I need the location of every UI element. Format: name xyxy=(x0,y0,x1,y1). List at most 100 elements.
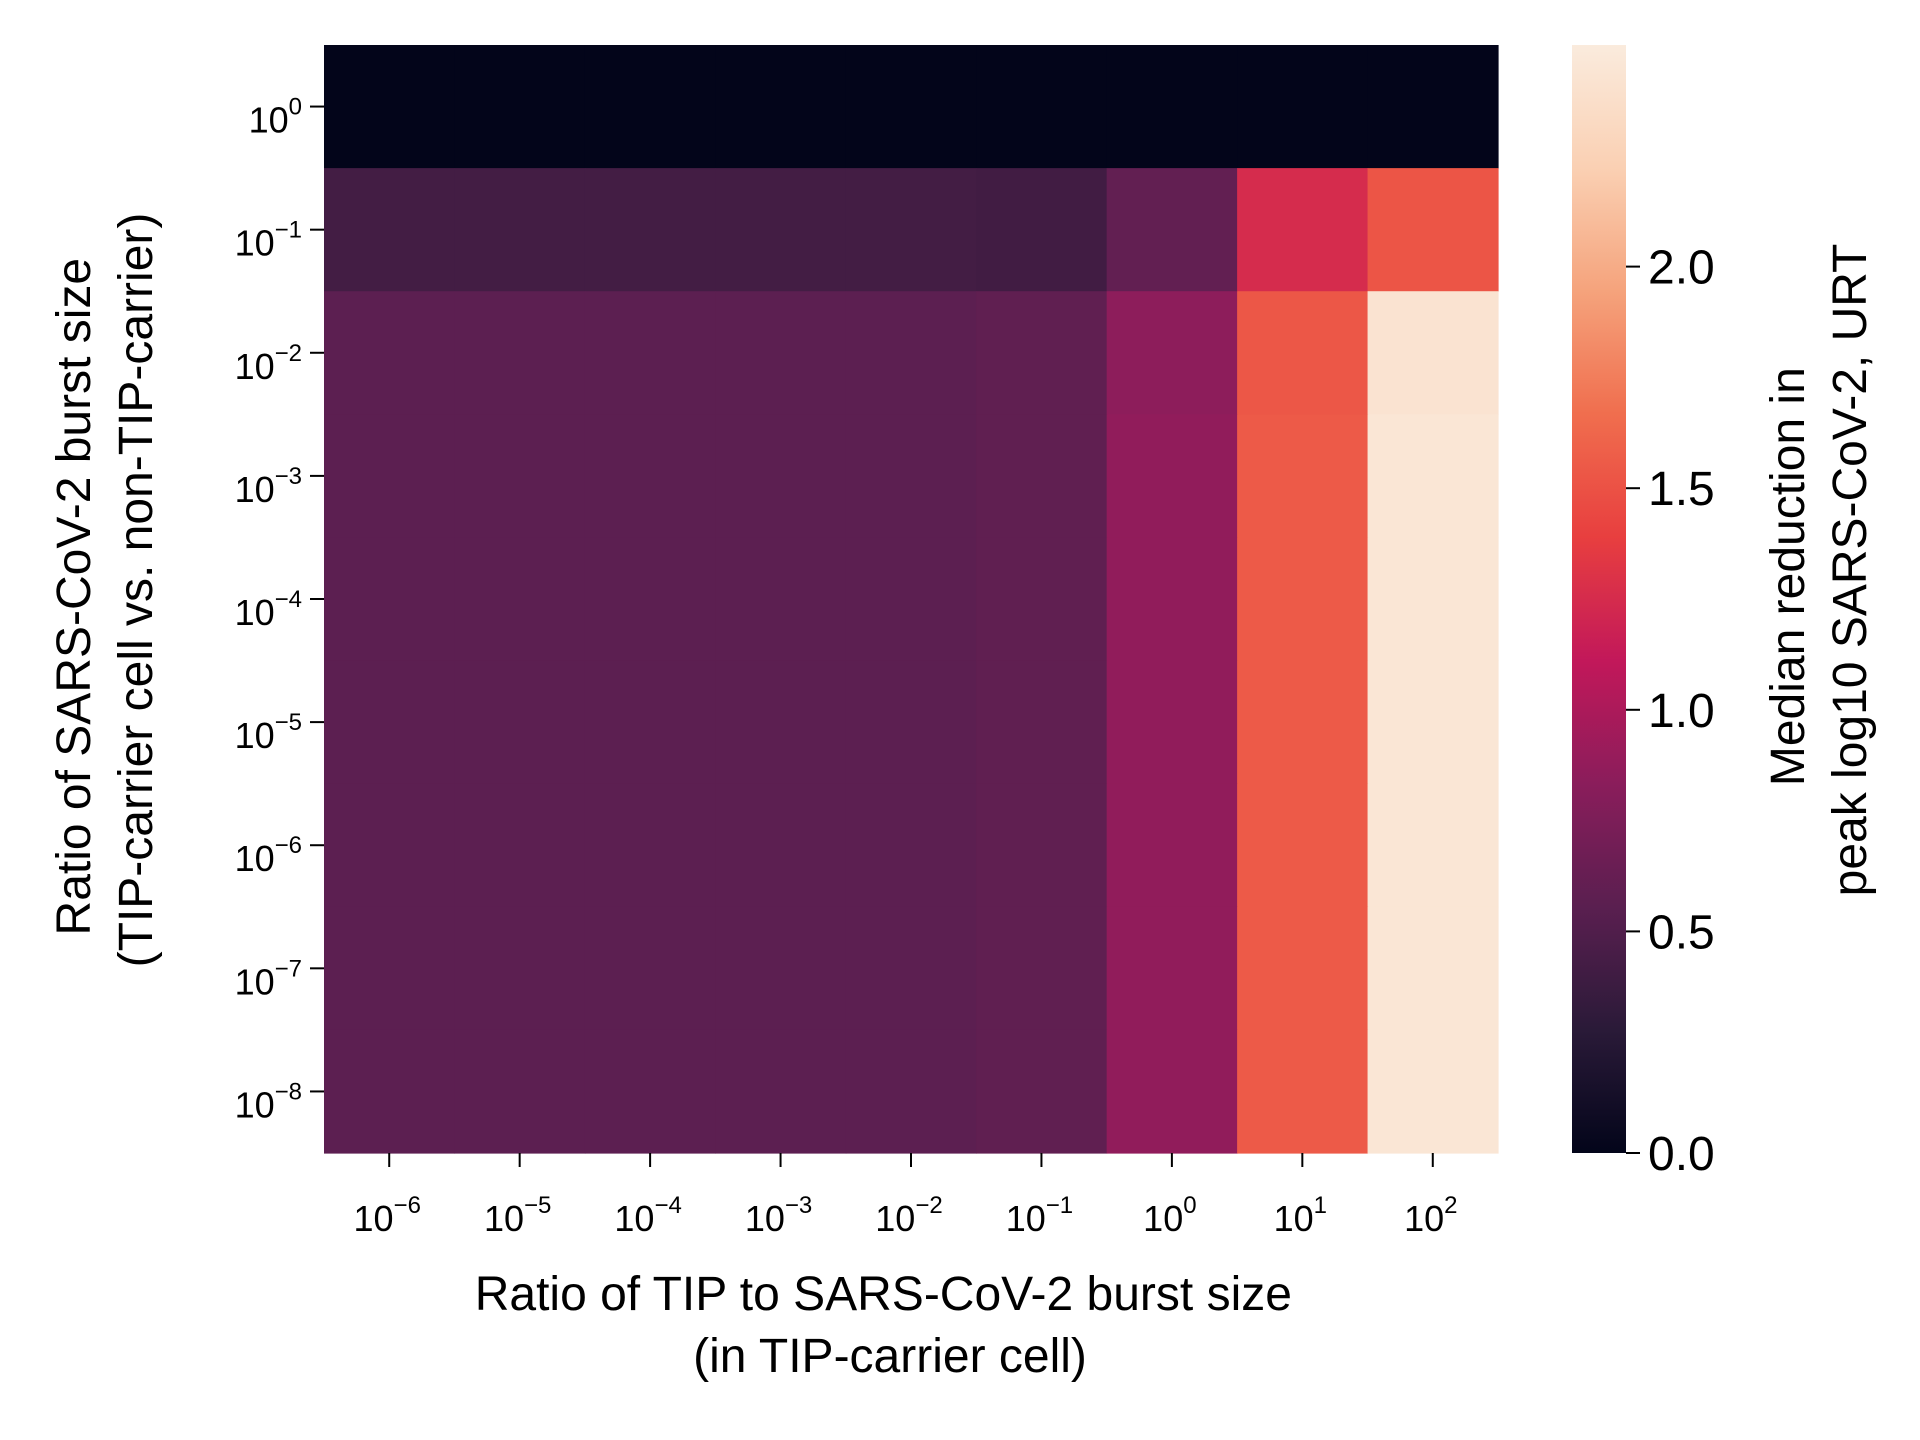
colorbar-tick-label: 2.0 xyxy=(1648,242,1715,295)
heatmap-cell-r7-c0 xyxy=(324,906,456,1031)
heatmap-cell-r4-c5 xyxy=(976,537,1108,662)
x-axis: 10−6 10−5 10−4 10−3 10−2 10−1 100 101 102 xyxy=(354,1153,1457,1239)
x-tick-label: 102 xyxy=(1404,1192,1457,1239)
y-tick-label-base: 10 xyxy=(235,715,275,756)
y-tick-label: 100 xyxy=(249,94,302,141)
y-tick-label-base: 10 xyxy=(235,346,275,387)
heatmap-cell-r8-c1 xyxy=(454,1029,586,1154)
heatmap-cell-r6-c2 xyxy=(584,783,716,908)
y-tick-label-base: 10 xyxy=(235,838,275,879)
y-tick-label: 10−8 xyxy=(235,1078,302,1125)
heatmap-cell-r2-c6 xyxy=(1106,291,1238,415)
heatmap-cell-r2-c8 xyxy=(1367,291,1499,415)
heatmap-cell-r8-c3 xyxy=(715,1029,847,1154)
heatmap-cell-r6-c1 xyxy=(454,783,586,908)
y-tick-label: 10−6 xyxy=(235,832,302,879)
heatmap-cell-r2-c7 xyxy=(1237,291,1369,415)
x-tick-label-base: 10 xyxy=(1143,1198,1183,1239)
heatmap-cell-r8-c7 xyxy=(1237,1029,1369,1154)
heatmap-cell-r3-c0 xyxy=(324,414,456,539)
y-axis-title-line1: Ratio of SARS-CoV-2 burst size xyxy=(48,258,101,936)
x-tick-label-base: 10 xyxy=(875,1198,915,1239)
heatmap-cell-r1-c1 xyxy=(454,168,586,292)
colorbar-tick-label: 1.0 xyxy=(1648,685,1715,738)
heatmap-cell-r5-c0 xyxy=(324,660,456,785)
heatmap-cell-r2-c3 xyxy=(715,291,847,415)
x-tick-label-base: 10 xyxy=(1404,1198,1444,1239)
y-axis-title: Ratio of SARS-CoV-2 burst size (TIP-carr… xyxy=(48,213,163,968)
x-tick-label: 10−5 xyxy=(484,1192,551,1239)
heatmap-cell-r4-c7 xyxy=(1237,537,1369,662)
heatmap-cell-r6-c7 xyxy=(1237,783,1369,908)
heatmap-cell-r4-c4 xyxy=(845,537,977,662)
y-tick-label-exp: −1 xyxy=(275,217,302,244)
x-tick-label-exp: −4 xyxy=(654,1192,681,1219)
heatmap-cell-r8-c0 xyxy=(324,1029,456,1154)
y-tick-label-exp: 0 xyxy=(289,94,302,121)
x-tick-label: 101 xyxy=(1274,1192,1327,1239)
y-tick-label: 10−4 xyxy=(235,586,302,633)
heatmap-cell-r6-c5 xyxy=(976,783,1108,908)
y-tick-label-base: 10 xyxy=(235,223,275,264)
heatmap-cell-r6-c6 xyxy=(1106,783,1238,908)
heatmap-cell-r3-c7 xyxy=(1237,414,1369,539)
heatmap-cells xyxy=(324,45,1499,1154)
heatmap-cell-r0-c7 xyxy=(1237,45,1369,169)
heatmap-cell-r4-c6 xyxy=(1106,537,1238,662)
colorbar-axis: 0.0 0.5 1.0 1.5 2.0 xyxy=(1626,242,1715,1181)
heatmap-cell-r5-c4 xyxy=(845,660,977,785)
heatmap-cell-r5-c5 xyxy=(976,660,1108,785)
y-tick-label-exp: −3 xyxy=(275,463,302,490)
x-tick-label-base: 10 xyxy=(354,1198,394,1239)
heatmap-cell-r1-c7 xyxy=(1237,168,1369,292)
colorbar-title: Median reduction in peak log10 SARS-CoV-… xyxy=(1762,244,1877,897)
x-tick-label-base: 10 xyxy=(614,1198,654,1239)
heatmap-cell-r5-c6 xyxy=(1106,660,1238,785)
x-tick-label-exp: 1 xyxy=(1314,1192,1327,1219)
y-tick-label-exp: −8 xyxy=(275,1078,302,1105)
heatmap-cell-r2-c5 xyxy=(976,291,1108,415)
x-tick-label: 10−2 xyxy=(875,1192,942,1239)
x-tick-label-base: 10 xyxy=(484,1198,524,1239)
heatmap-cell-r0-c4 xyxy=(845,45,977,169)
heatmap-cell-r4-c1 xyxy=(454,537,586,662)
colorbar-title-line1: Median reduction in xyxy=(1762,367,1815,786)
x-axis-title: Ratio of TIP to SARS-CoV-2 burst size (i… xyxy=(475,1268,1306,1383)
heatmap-cell-r2-c1 xyxy=(454,291,586,415)
x-axis-title-line2: (in TIP-carrier cell) xyxy=(693,1330,1087,1383)
y-tick-label-exp: −5 xyxy=(275,709,302,736)
x-tick-label: 10−4 xyxy=(614,1192,681,1239)
x-tick-label-exp: −6 xyxy=(394,1192,421,1219)
heatmap-cell-r4-c3 xyxy=(715,537,847,662)
heatmap-cell-r0-c8 xyxy=(1367,45,1499,169)
colorbar-title-line2: peak log10 SARS-CoV-2, URT xyxy=(1824,244,1877,897)
heatmap-cell-r0-c2 xyxy=(584,45,716,169)
heatmap-cell-r4-c2 xyxy=(584,537,716,662)
x-tick-label: 10−6 xyxy=(354,1192,421,1239)
x-tick-label-base: 10 xyxy=(745,1198,785,1239)
x-tick-label-exp: −3 xyxy=(785,1192,812,1219)
heatmap-cell-r1-c4 xyxy=(845,168,977,292)
y-tick-label-base: 10 xyxy=(235,469,275,510)
y-tick-label-base: 10 xyxy=(235,961,275,1002)
heatmap-cell-r7-c6 xyxy=(1106,906,1238,1031)
x-tick-label-exp: 2 xyxy=(1444,1192,1457,1219)
heatmap-cell-r5-c3 xyxy=(715,660,847,785)
x-tick-label-exp: −5 xyxy=(524,1192,551,1219)
y-tick-label: 10−2 xyxy=(235,340,302,387)
colorbar-tick-label: 0.5 xyxy=(1648,906,1715,959)
heatmap-cell-r7-c3 xyxy=(715,906,847,1031)
heatmap-cell-r8-c5 xyxy=(976,1029,1108,1154)
heatmap-cell-r3-c2 xyxy=(584,414,716,539)
heatmap-cell-r0-c1 xyxy=(454,45,586,169)
y-tick-label-base: 10 xyxy=(235,592,275,633)
heatmap-cell-r7-c5 xyxy=(976,906,1108,1031)
heatmap-cell-r7-c2 xyxy=(584,906,716,1031)
y-tick-label-exp: −7 xyxy=(275,955,302,982)
y-axis-title-line2: (TIP-carrier cell vs. non-TIP-carrier) xyxy=(110,213,163,968)
heatmap-cell-r1-c6 xyxy=(1106,168,1238,292)
heatmap-cell-r2-c4 xyxy=(845,291,977,415)
heatmap-cell-r5-c8 xyxy=(1367,660,1499,785)
